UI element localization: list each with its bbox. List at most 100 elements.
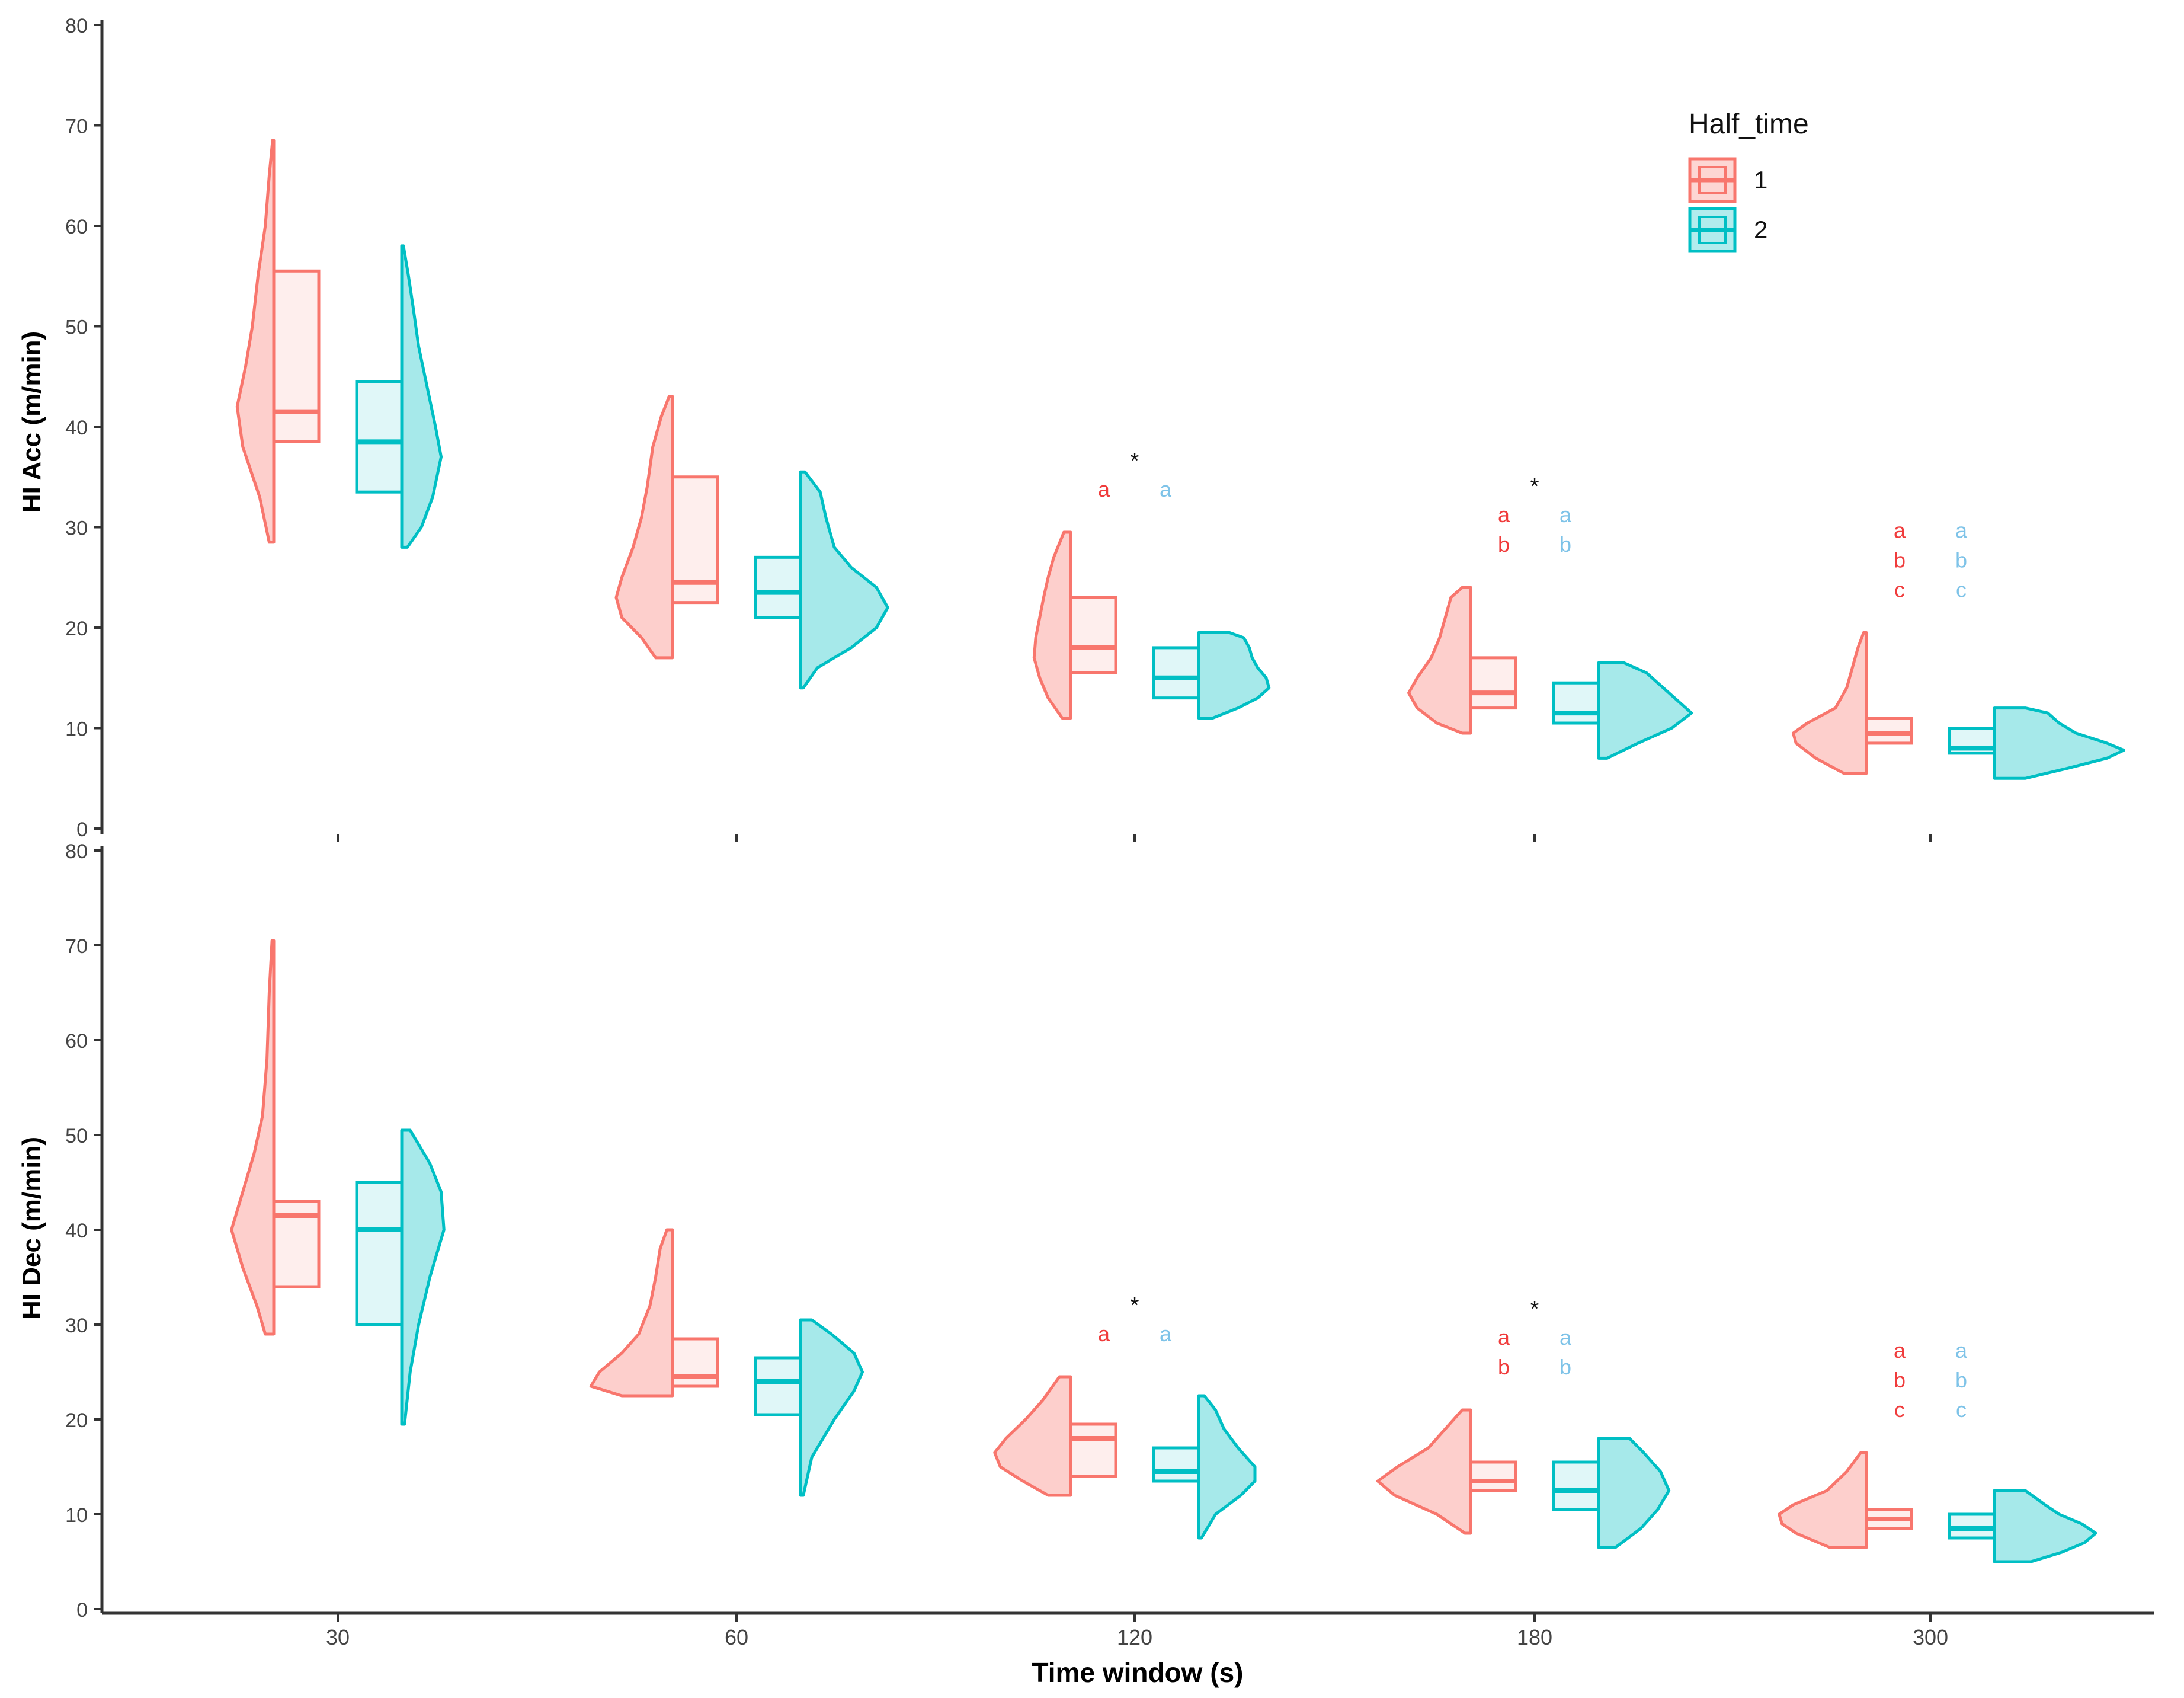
y-tick-label-acc-60: 60 (65, 216, 88, 238)
violin-dec-300-half2 (1993, 1489, 2097, 1563)
y-tick-label-acc-40: 40 (65, 417, 88, 439)
y-tick-label-dec-50: 50 (65, 1125, 88, 1147)
violin-dec-60-half2 (799, 1318, 864, 1497)
letter-half2-dec-180-a: a (1559, 1325, 1572, 1350)
x-tick-label-60: 60 (725, 1625, 748, 1649)
box-acc-30-half1 (272, 269, 321, 443)
legend-entry-1: 1 (1688, 157, 1767, 203)
group-acc-30-half2 (355, 244, 443, 549)
group-dec-120-half2 (1152, 1394, 1257, 1540)
y-tick-label-acc-80: 80 (65, 15, 88, 37)
y-tick-label-dec-60: 60 (65, 1030, 88, 1053)
violin-acc-60-half2 (799, 470, 889, 690)
letter-half1-dec-300-b: b (1894, 1368, 1906, 1392)
violin-dec-120-half2 (1197, 1394, 1257, 1540)
legend-title: Half_time (1689, 108, 1809, 140)
box-acc-300-half1 (1865, 717, 1913, 745)
group-acc-180-half1 (1407, 586, 1517, 735)
violin-dec-60-half1 (589, 1228, 674, 1398)
violin-acc-30-half2 (400, 244, 443, 549)
y-tick-label-dec-10: 10 (65, 1504, 88, 1527)
letter-half2-acc-180-a: a (1559, 503, 1572, 527)
y-tick-label-dec-40: 40 (65, 1220, 88, 1242)
box-acc-60-half2 (754, 555, 802, 619)
y-tick-label-dec-20: 20 (65, 1409, 88, 1432)
box-dec-60-half2 (754, 1356, 802, 1416)
letter-half2-dec-120-a: a (1160, 1322, 1172, 1346)
violin-dec-300-half1 (1778, 1451, 1868, 1549)
violin-dec-120-half1 (993, 1375, 1072, 1497)
group-acc-300-half2 (1948, 706, 2125, 780)
box-acc-30-half2 (355, 380, 404, 494)
legend-label-2: 2 (1754, 216, 1767, 244)
group-dec-120-half1 (993, 1375, 1117, 1497)
legend-key-box-1 (1698, 166, 1727, 194)
violin-dec-30-half1 (230, 939, 276, 1336)
x-tick-label-120: 120 (1117, 1625, 1152, 1649)
significance-star-dec-120: * (1131, 1293, 1139, 1318)
letter-half2-dec-300-c: c (1956, 1398, 1967, 1422)
group-dec-180-half2 (1552, 1437, 1671, 1549)
violin-dec-180-half2 (1597, 1437, 1671, 1549)
group-dec-30-half2 (355, 1128, 446, 1426)
letter-half2-dec-180-b: b (1559, 1355, 1571, 1379)
y-tick-label-dec-70: 70 (65, 935, 88, 958)
y-axis-label-acc: HI Acc (m/min) (17, 331, 46, 513)
letter-half1-acc-180-b: b (1498, 532, 1510, 557)
letter-half2-dec-300-b: b (1955, 1368, 1967, 1392)
y-tick-label-dec-80: 80 (65, 840, 88, 863)
y-tick-label-dec-30: 30 (65, 1315, 88, 1337)
letter-half1-dec-300-c: c (1894, 1398, 1905, 1422)
group-dec-60-half1 (589, 1228, 719, 1398)
letter-half1-dec-300-a: a (1894, 1338, 1906, 1363)
group-dec-180-half1 (1376, 1408, 1517, 1535)
letter-half2-acc-300-b: b (1955, 548, 1967, 572)
letter-half1-acc-120-a: a (1098, 477, 1110, 501)
letter-half2-acc-120-a: a (1160, 477, 1172, 501)
group-acc-30-half1 (235, 139, 321, 544)
violin-dec-180-half1 (1376, 1408, 1472, 1535)
violin-acc-300-half1 (1792, 631, 1868, 775)
significance-star-dec-180: * (1530, 1297, 1539, 1322)
group-dec-30-half1 (230, 939, 321, 1336)
violin-acc-180-half1 (1407, 586, 1472, 735)
box-dec-120-half1 (1069, 1422, 1117, 1478)
violin-dec-30-half2 (400, 1128, 446, 1426)
letter-half1-dec-120-a: a (1098, 1322, 1110, 1346)
violin-acc-120-half2 (1197, 631, 1271, 720)
y-tick-label-acc-10: 10 (65, 718, 88, 741)
group-acc-120-half1 (1032, 530, 1117, 720)
legend-key-box-2 (1698, 216, 1727, 244)
box-dec-180-half1 (1469, 1460, 1517, 1492)
x-tick-labels: 30 60 120 180 300 (326, 1625, 1948, 1649)
significance-star-acc-120: * (1131, 449, 1139, 474)
group-acc-300-half1 (1792, 631, 1913, 775)
letter-half1-acc-300-b: b (1894, 548, 1906, 572)
group-acc-60-half2 (754, 470, 889, 690)
box-dec-30-half2 (355, 1181, 404, 1326)
box-dec-180-half2 (1552, 1460, 1600, 1511)
y-axis-label-dec: HI Dec (m/min) (17, 1137, 46, 1319)
group-dec-300-half2 (1948, 1489, 2097, 1563)
y-tick-label-dec-0: 0 (76, 1599, 88, 1622)
legend: Half_time 1 2 (1688, 108, 1809, 253)
significance-star-acc-180: * (1530, 474, 1539, 499)
group-dec-300-half1 (1778, 1451, 1913, 1549)
x-axis-label: Time window (s) (1032, 1657, 1244, 1688)
letter-half1-acc-300-c: c (1894, 577, 1905, 602)
letter-half2-acc-180-b: b (1559, 532, 1571, 557)
box-acc-120-half1 (1069, 596, 1117, 674)
violin-acc-30-half1 (235, 139, 276, 544)
letter-half1-acc-180-a: a (1498, 503, 1510, 527)
y-tick-label-acc-0: 0 (76, 818, 88, 841)
letter-half2-dec-300-a: a (1955, 1338, 1968, 1363)
y-tick-label-acc-30: 30 (65, 517, 88, 540)
violin-acc-60-half1 (614, 395, 674, 660)
x-tick-label-180: 180 (1517, 1625, 1552, 1649)
box-acc-180-half2 (1552, 681, 1600, 725)
